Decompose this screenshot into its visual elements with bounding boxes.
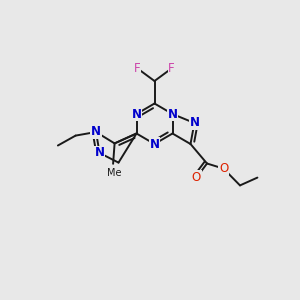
Text: F: F bbox=[168, 62, 175, 75]
Text: N: N bbox=[94, 146, 105, 160]
Text: O: O bbox=[219, 162, 228, 175]
Text: N: N bbox=[131, 107, 142, 121]
Text: O: O bbox=[192, 171, 201, 184]
Text: F: F bbox=[134, 62, 141, 75]
Text: N: N bbox=[149, 137, 160, 151]
Text: N: N bbox=[167, 107, 178, 121]
Text: Me: Me bbox=[107, 168, 122, 178]
Text: N: N bbox=[91, 125, 101, 139]
Text: N: N bbox=[189, 116, 200, 130]
